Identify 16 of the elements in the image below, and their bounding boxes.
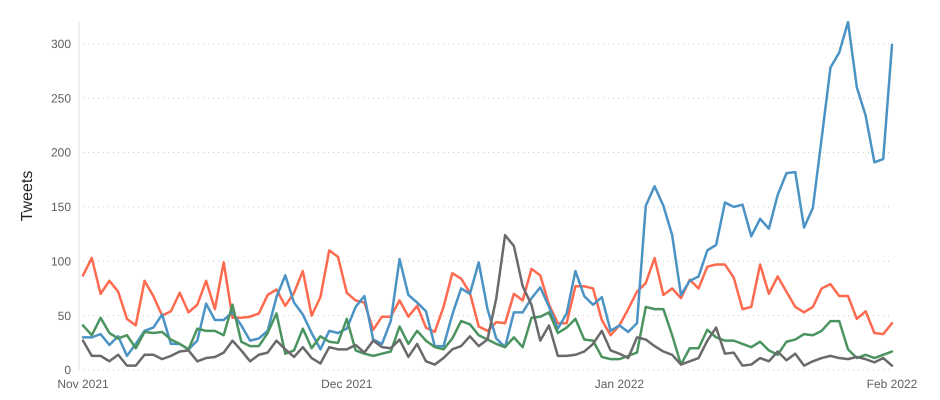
- x-tick-label: Dec 2021: [321, 377, 373, 391]
- y-tick-label: 50: [58, 308, 72, 323]
- line-series: [82, 234, 894, 367]
- line-series: [82, 20, 894, 358]
- line-series: [82, 304, 894, 366]
- x-tick-label: Feb 2022: [866, 377, 918, 391]
- y-axis-title: Tweets: [19, 170, 36, 222]
- y-tick-label: 250: [50, 91, 72, 106]
- x-tick-label: Nov 2021: [57, 377, 110, 391]
- y-tick-label: 300: [50, 36, 72, 51]
- y-tick-label: 150: [50, 200, 72, 214]
- y-tick-label: 100: [50, 254, 72, 268]
- y-tick-label: 0: [64, 363, 72, 378]
- x-tick-label: Jan 2022: [594, 377, 644, 391]
- y-tick-label: 200: [50, 146, 72, 160]
- line-series: [82, 249, 894, 336]
